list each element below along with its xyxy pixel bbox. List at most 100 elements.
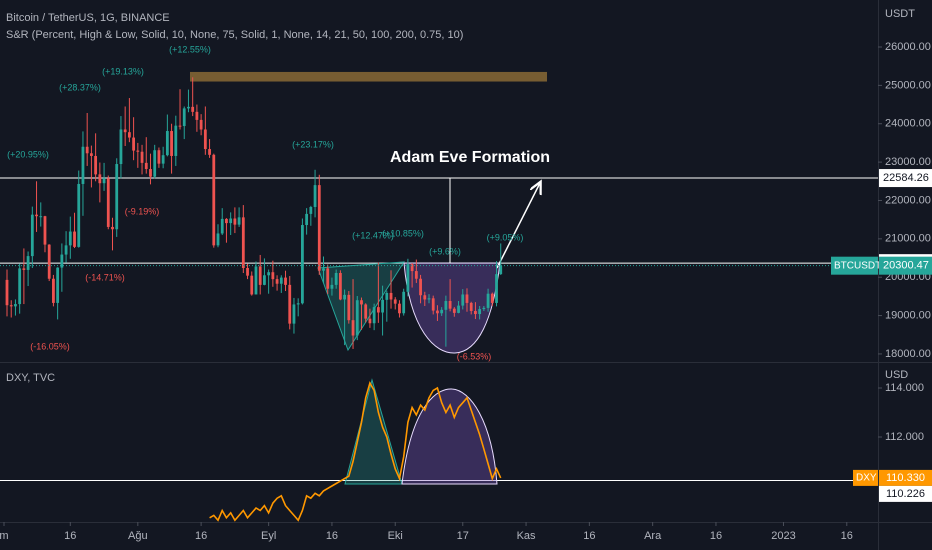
y-tick-label: 22000.00 [885,194,931,206]
candle-body [376,307,380,313]
x-tick-label: m [0,530,9,542]
candle-body [360,300,363,305]
candle-body [203,129,207,150]
candle-body [26,256,30,270]
candle-body [98,174,102,184]
candle-body [39,216,43,218]
candle-body [250,275,254,295]
price-tag [879,256,932,275]
indicator-legend: S&R (Percent, High & Low, Solid, 10, Non… [6,29,463,41]
x-tick-label: 16 [583,530,595,542]
candle-body [461,294,465,306]
candle-body [478,309,482,315]
candle-body [73,231,76,247]
candle-body [364,304,368,319]
candle-body [102,178,106,184]
candle-body [440,309,444,314]
candle-body [123,129,127,133]
candle-body [469,302,473,311]
y-tick-label: 21000.00 [885,233,931,245]
value-tag-label: 110.330 [886,472,925,484]
candle-body [195,111,199,120]
swing-low-label: (-14.71%) [85,272,125,282]
candle-body [490,293,494,303]
candle-body [5,279,9,306]
price-unit: USDT [885,8,915,20]
candle-body [385,292,389,300]
candle-body [132,137,135,151]
candle-body [419,278,422,296]
candle-body [402,291,406,314]
candle-body [410,264,414,272]
candle-body [18,268,22,305]
candle-body [457,305,460,313]
candle-body [127,132,131,138]
candle-body [448,300,452,309]
symbol-tag [831,256,878,275]
candle-body [77,183,81,247]
y-tick-label: 25000.00 [885,79,931,91]
symbol-tag-label: BTCUSDT [834,260,881,271]
candle-body [229,218,233,224]
candle-body [85,146,89,154]
candle-body [393,299,397,304]
x-tick-label: Eyl [261,530,276,542]
candle-body [347,294,351,321]
level-tag-label: 110.226 [886,488,925,500]
eve-shape [401,388,498,485]
candle-body [60,254,64,268]
candle-body [482,307,486,310]
swing-low-label: (-16.05%) [30,341,70,351]
candle-body [368,318,372,324]
swing-high-label: (+12.47%) [352,230,394,240]
series-tag [853,469,878,486]
dxy-unit: USD [885,369,908,381]
y-tick-label: 24000.00 [885,118,931,130]
candle-body [187,106,190,109]
x-tick-label: Eki [388,530,403,542]
candle-body [22,268,26,270]
candle-body [9,305,13,307]
candle-body [326,268,330,289]
swing-low-label: (-9.19%) [125,206,160,216]
swing-low-label: (-6.53%) [457,351,492,361]
candle-body [35,214,38,217]
candle-body [136,150,140,152]
annotation: Adam Eve Formation [390,149,550,166]
candle-body [161,155,165,164]
candle-body [165,131,169,156]
y-tick-label: 18000.00 [885,348,931,360]
candle-body [313,185,317,207]
x-tick-label: 2023 [771,530,795,542]
candle-body [338,272,342,300]
candle-body [474,310,477,315]
candle-body [149,169,152,177]
candle-body [444,300,448,310]
candle-body [381,299,384,313]
candle-body [208,149,211,155]
swing-high-label: (+12.55%) [169,44,211,54]
candle-body [157,150,161,164]
swing-high-label: (+28.37%) [59,82,101,92]
candle-body [30,214,34,257]
candle-body [94,155,98,175]
candle-body [115,164,119,230]
candle-body [174,125,178,156]
candle-body [317,185,321,271]
candle-body [296,303,300,305]
candle-body [191,106,195,112]
candle-body [351,320,355,336]
swing-high-label: (+20.95%) [7,149,49,159]
level-tag [879,169,932,188]
candle-body [246,267,249,276]
candle-body [305,213,309,226]
candle-body [14,304,17,307]
candle-body [140,151,144,163]
candle-body [499,265,503,275]
candle-body [237,217,241,225]
swing-high-label: (+9.6%) [429,246,461,256]
dxy-legend: DXY, TVC [6,372,55,384]
